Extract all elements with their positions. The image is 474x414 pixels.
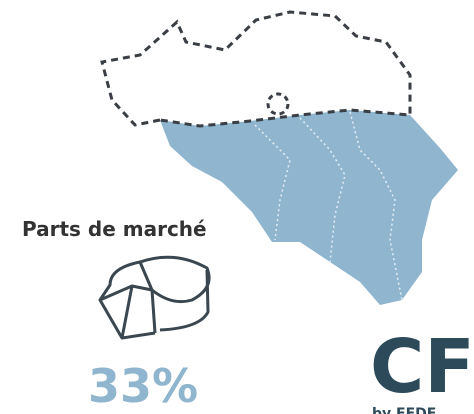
logo-tagline: by FEDE [372, 406, 436, 414]
brussels [266, 92, 290, 116]
pie-icon [98, 255, 211, 340]
province-borders [254, 111, 403, 301]
region-north [100, 10, 412, 128]
share: 33% [88, 359, 198, 413]
label: Parts de marché [22, 217, 207, 241]
region-south [160, 110, 458, 305]
logo: CF [370, 324, 474, 410]
